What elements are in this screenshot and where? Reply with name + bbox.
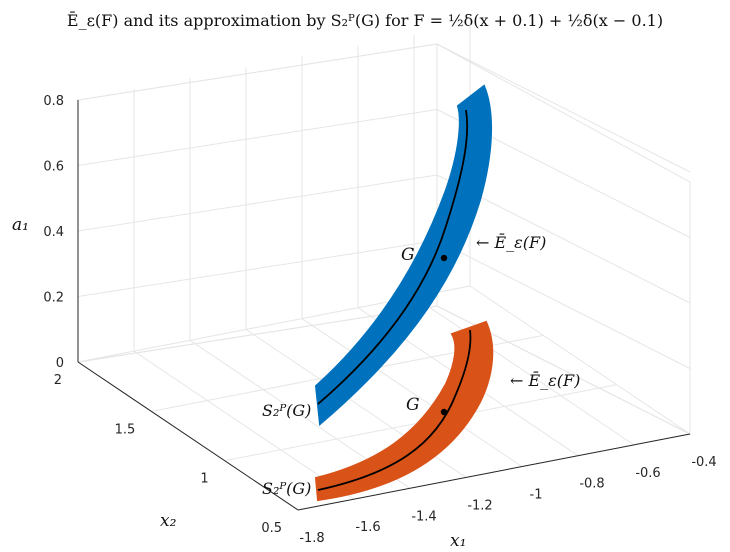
chart-title: Ē_ε(F) and its approximation by S₂ᴾ(G) f…	[67, 10, 663, 30]
z-tick-label: 0.4	[43, 225, 64, 240]
z-tick-label: 0.2	[43, 291, 64, 306]
z-gridline-left	[77, 305, 438, 363]
blue-band-label: ← Ē_ε(F)	[476, 232, 546, 252]
z-tick-label: 0.8	[43, 94, 64, 109]
orange-curve	[317, 329, 472, 491]
y-axis-label: x₂	[160, 511, 177, 531]
z-gridline-left	[77, 240, 438, 297]
y-axis-line	[77, 361, 299, 511]
z-gridline-right	[436, 43, 691, 173]
x-axis-line	[297, 433, 691, 511]
z-tick-label: 0	[56, 356, 64, 371]
z-gridline-left	[77, 43, 438, 101]
blue-start-label: S₂ᴾ(G)	[262, 401, 311, 420]
z-tick-label: 0.6	[43, 160, 64, 175]
x-gridline-floor	[133, 350, 355, 500]
x-tick-label: -1.6	[355, 520, 380, 535]
x-tick-label: -0.8	[579, 477, 604, 492]
orange-point-g	[440, 408, 448, 416]
blue-point-label: G	[401, 245, 415, 265]
z-gridline-right	[436, 240, 691, 369]
x-gridline-floor	[469, 285, 691, 435]
grid	[76, 24, 692, 511]
orange-band-label: ← Ē_ε(F)	[510, 370, 580, 390]
y-tick-label: 1	[200, 472, 208, 487]
x-gridline-floor	[301, 318, 523, 467]
x-tick-label: -1	[530, 488, 543, 503]
orange-band	[314, 320, 494, 502]
orange-start-label: S₂ᴾ(G)	[262, 479, 311, 498]
x-tick-label: -1.8	[299, 531, 324, 546]
blue-curve	[317, 109, 469, 405]
y-tick-label: 1.5	[115, 422, 136, 437]
orange-point-label: G	[406, 395, 420, 415]
x-axis-label: x₁	[450, 531, 466, 551]
x-tick-label: -1.4	[411, 509, 436, 524]
y-tick-label: 0.5	[261, 521, 282, 536]
axes	[77, 100, 691, 511]
x-tick-label: -0.6	[635, 466, 660, 481]
x-tick-label: -0.4	[691, 455, 716, 470]
blue-point-g	[440, 254, 448, 262]
x-tick-label: -1.2	[467, 498, 492, 513]
y-tick-label: 2	[54, 373, 62, 388]
z-gridline-left	[77, 174, 438, 232]
x-gridline-floor	[413, 296, 635, 446]
z-gridline-left	[77, 109, 438, 166]
z-axis-label: a₁	[12, 215, 29, 235]
